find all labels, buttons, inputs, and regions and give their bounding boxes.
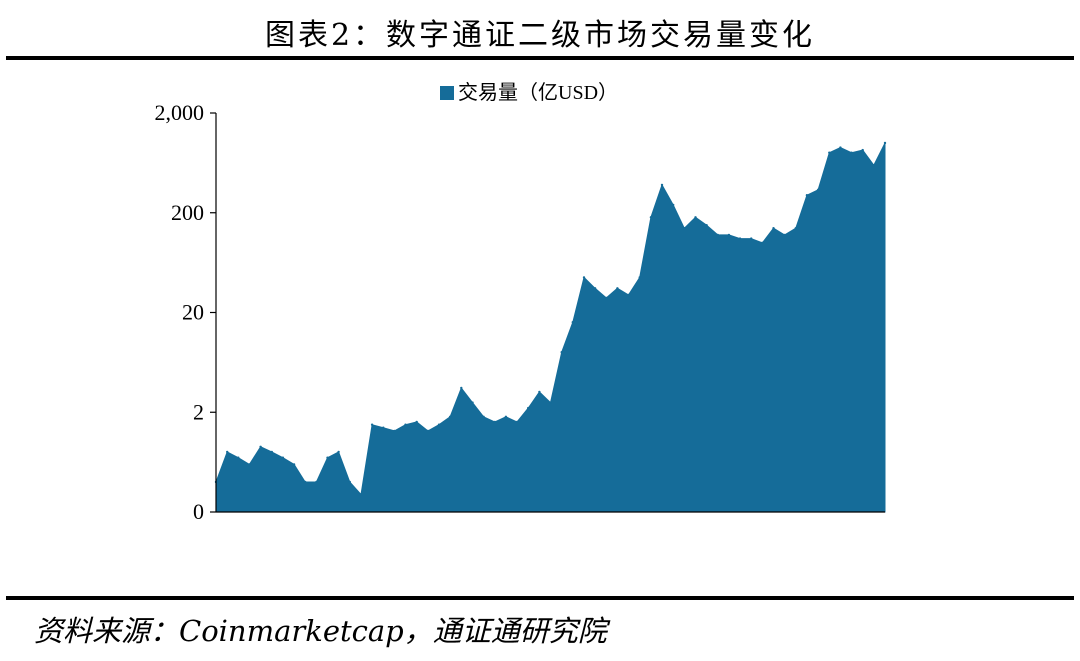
data-point xyxy=(393,429,396,433)
data-point xyxy=(270,450,273,454)
data-point xyxy=(816,188,820,191)
data-point xyxy=(872,164,875,167)
data-point xyxy=(616,287,619,290)
legend-label: 交易量（亿USD） xyxy=(458,81,618,104)
data-point xyxy=(883,141,887,145)
chart-title: 图表2：数字通证二级市场交易量变化 xyxy=(264,18,816,53)
data-point xyxy=(716,233,719,237)
y-tick-label: 0 xyxy=(193,499,204,524)
data-point xyxy=(315,480,318,484)
data-point xyxy=(605,296,608,300)
data-point xyxy=(828,151,831,154)
data-point xyxy=(292,463,296,466)
y-tick-label: 2,000 xyxy=(155,100,205,125)
data-point xyxy=(404,423,407,426)
data-point xyxy=(582,276,586,279)
data-point xyxy=(772,227,775,230)
data-point xyxy=(359,493,363,496)
data-point xyxy=(259,445,262,448)
data-point xyxy=(248,463,251,466)
chart-svg: 02202002,00014-0915-0315-0916-0316-0917-… xyxy=(155,81,887,524)
data-point xyxy=(448,415,452,418)
y-tick-label: 2 xyxy=(193,399,204,424)
data-point xyxy=(727,233,731,237)
data-point xyxy=(415,420,418,424)
y-tick-label: 20 xyxy=(182,300,204,325)
data-point xyxy=(426,429,430,433)
data-point xyxy=(705,224,708,227)
data-point xyxy=(649,216,653,219)
data-point xyxy=(549,401,552,404)
data-point xyxy=(794,227,797,230)
data-point xyxy=(460,386,463,390)
legend-swatch xyxy=(440,86,454,100)
data-point xyxy=(538,390,541,394)
data-point xyxy=(805,194,809,197)
data-point xyxy=(560,351,563,354)
data-point xyxy=(237,456,240,459)
data-point xyxy=(482,415,485,418)
series-area xyxy=(215,142,886,513)
data-point xyxy=(437,423,441,426)
data-point xyxy=(783,233,786,237)
data-point xyxy=(370,423,374,426)
data-point xyxy=(850,151,853,154)
data-point xyxy=(750,237,753,240)
data-point xyxy=(281,456,285,459)
data-point xyxy=(515,420,519,424)
source-note: 资料来源：Coinmarketcap，通证通研究院 xyxy=(34,614,607,648)
data-point xyxy=(326,456,329,459)
data-point xyxy=(660,183,664,187)
legend: 交易量（亿USD） xyxy=(440,81,618,104)
data-point xyxy=(226,450,229,454)
data-point xyxy=(638,276,641,279)
data-point xyxy=(348,480,351,484)
data-point xyxy=(839,146,842,149)
data-point xyxy=(627,293,630,297)
y-tick-label: 200 xyxy=(171,200,204,225)
title-rule xyxy=(6,56,1074,60)
data-point xyxy=(493,420,496,424)
data-point xyxy=(683,227,686,230)
data-point xyxy=(504,415,508,418)
data-point xyxy=(382,426,385,429)
data-point xyxy=(861,148,864,152)
axes: 02202002,00014-0915-0315-0916-0316-0917-… xyxy=(155,100,885,524)
data-point xyxy=(304,480,307,484)
data-point xyxy=(672,203,675,207)
data-point xyxy=(471,401,474,404)
plot-area xyxy=(214,141,887,513)
data-point xyxy=(527,406,530,410)
data-point xyxy=(593,287,597,290)
data-point xyxy=(694,216,697,219)
data-point xyxy=(571,321,574,324)
source-rule xyxy=(6,596,1074,600)
data-point xyxy=(738,237,742,240)
data-point xyxy=(337,450,340,454)
data-point xyxy=(761,241,764,244)
